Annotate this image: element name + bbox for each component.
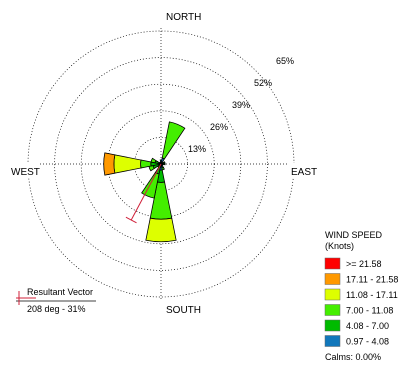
resultant-vector-tick (125, 216, 137, 224)
petal-8-band-3 (145, 217, 177, 243)
ring-label-52: 52% (254, 78, 272, 88)
legend-title-line2: (Knots) (325, 241, 354, 251)
petals-group (103, 121, 186, 243)
legend-label-1: 17.11 - 21.58 (346, 275, 398, 285)
legend-label-5: 0.97 - 4.08 (346, 337, 389, 347)
legend-label-0: >= 21.58 (346, 259, 382, 269)
legend-swatch-1 (324, 273, 341, 285)
direction-label-south: SOUTH (166, 305, 201, 316)
petal-15-band-0 (159, 161, 162, 165)
west-label-bg (8, 163, 40, 178)
ring-3 (80, 83, 242, 245)
petal-13-band-2 (150, 157, 157, 164)
legend-swatch-4 (324, 319, 341, 332)
resultant-value: 208 deg - 31% (27, 304, 86, 314)
legend-title-line1: WIND SPEED (325, 230, 383, 240)
petal-12-band-3 (113, 154, 142, 174)
ring-label-26: 26% (210, 122, 228, 132)
legend-swatch-2 (324, 288, 341, 301)
legend-items: >= 21.58 17.11 - 21.58 11.08 - 17.11 7.00 -… (324, 257, 398, 347)
ring-label-39: 39% (232, 100, 250, 110)
east-label-bg (287, 163, 321, 178)
direction-label-east: EAST (291, 167, 317, 178)
ring-label-65: 65% (276, 56, 294, 66)
legend-label-4: 4.08 - 7.00 (346, 321, 389, 331)
ring-4 (54, 57, 268, 271)
resultant-title: Resultant Vector (27, 287, 93, 297)
legend-label-3: 7.00 - 11.08 (346, 306, 393, 316)
resultant-vector-group (125, 163, 162, 224)
direction-label-west: WEST (11, 167, 40, 178)
legend-swatch-5 (324, 335, 341, 347)
petal-1-band-2 (161, 121, 186, 160)
resultant-vector-line (130, 163, 162, 221)
legend-label-2: 11.08 - 17.11 (346, 290, 398, 300)
legend-swatch-3 (324, 304, 341, 316)
legend-swatch-0 (324, 257, 341, 270)
ring-label-13: 13% (188, 144, 206, 154)
south-label-bg (163, 302, 205, 317)
direction-label-north: NORTH (166, 12, 201, 23)
legend-calms: Calms: 0.00% (325, 352, 381, 362)
north-label-bg (163, 8, 203, 23)
petal-12-band-4 (103, 152, 116, 176)
petal-4-band-1 (162, 162, 166, 166)
